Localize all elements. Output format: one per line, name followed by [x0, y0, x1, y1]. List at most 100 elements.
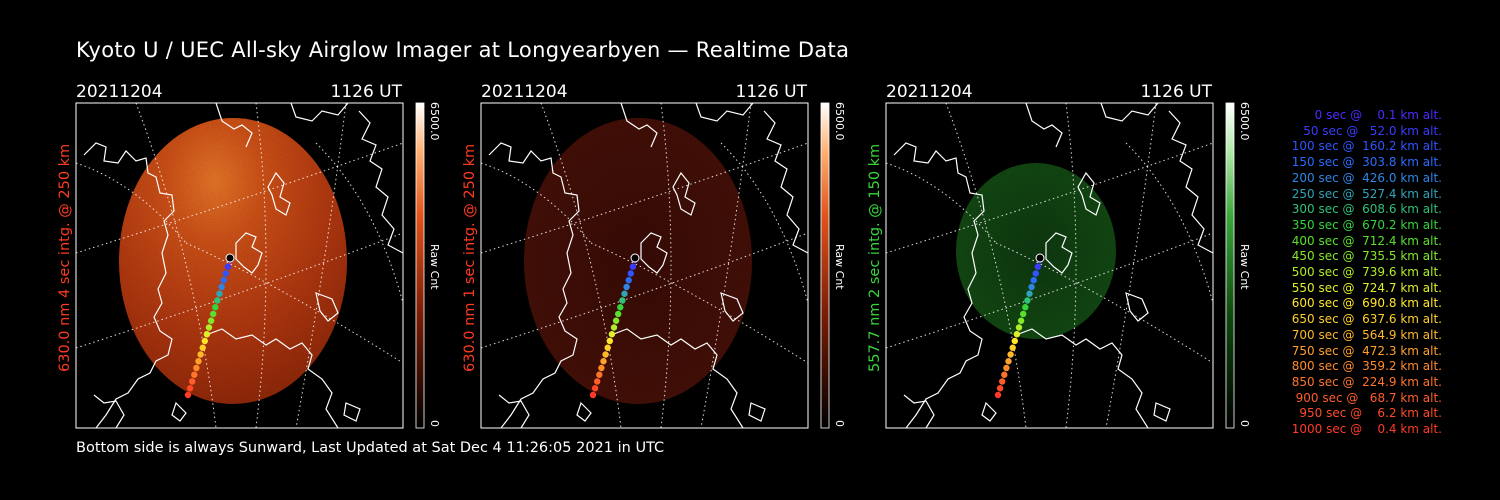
legend-entry: 1000 sec @ 0.4 km alt. — [1291, 422, 1442, 437]
trajectory-point — [598, 364, 605, 372]
coastline — [83, 142, 175, 428]
trajectory-point — [195, 358, 202, 365]
coastline — [1125, 292, 1149, 322]
grid-line — [76, 162, 187, 244]
legend-entry: 750 sec @ 472.3 km alt. — [1287, 343, 1442, 358]
coastline — [498, 394, 530, 428]
trajectory-point — [610, 324, 618, 331]
coastline — [1077, 171, 1101, 216]
grid-line — [886, 232, 1213, 349]
trajectory-point — [621, 290, 628, 297]
coastline — [981, 401, 997, 422]
coastline — [763, 110, 808, 254]
page-title: Kyoto U / UEC All-sky Airglow Imager at … — [76, 38, 850, 62]
grid-line — [700, 103, 752, 428]
legend-entry: 500 sec @ 739.6 km alt. — [1287, 265, 1442, 280]
trajectory-point — [1009, 344, 1016, 351]
trajectory-point — [189, 378, 196, 385]
legend-entry: 950 sec @ 6.2 km alt. — [1295, 406, 1442, 421]
trajectory-point — [186, 385, 194, 392]
trajectory-point — [625, 277, 632, 284]
coastline — [93, 394, 125, 428]
coastline — [488, 142, 580, 428]
trajectory-point — [600, 358, 607, 365]
trajectory-start — [1035, 253, 1045, 263]
grid-line — [1105, 103, 1157, 428]
legend-entry: 150 sec @ 303.8 km alt. — [1287, 155, 1442, 170]
trajectory-point — [604, 344, 611, 351]
coastline — [1045, 232, 1073, 274]
trajectory-point — [606, 337, 613, 345]
trajectory-point — [1003, 364, 1010, 372]
trajectory-point — [1034, 263, 1042, 270]
coastline — [1153, 402, 1171, 422]
legend-entry: 200 sec @ 426.0 km alt. — [1287, 170, 1442, 185]
coastline — [235, 232, 263, 274]
trajectory-start — [225, 253, 235, 263]
footer-note: Bottom side is always Sunward, Last Upda… — [76, 440, 665, 456]
legend-entry: 350 sec @ 670.2 km alt. — [1287, 217, 1442, 232]
panel-image-content — [886, 103, 1213, 428]
panel-1 — [75, 102, 425, 429]
trajectory-point — [617, 304, 624, 311]
trajectory-point — [1001, 371, 1008, 378]
coastline — [1025, 103, 1063, 148]
coastline — [893, 142, 985, 428]
coastline — [748, 402, 766, 422]
trajectory-point — [201, 337, 208, 345]
coastline — [267, 171, 291, 216]
panel-frame — [480, 102, 809, 429]
trajectory-point — [999, 378, 1006, 385]
trajectory-point — [220, 277, 227, 284]
trajectory-point — [1005, 358, 1012, 365]
grid-line — [295, 103, 347, 428]
trajectory-point — [1011, 337, 1018, 345]
coastline — [1168, 110, 1213, 254]
grid-line — [76, 232, 403, 349]
trajectory-point — [207, 317, 215, 324]
coastline — [1015, 328, 1149, 428]
grid-line — [886, 162, 997, 244]
trajectory-point — [1024, 297, 1031, 304]
trajectory-point — [1017, 317, 1025, 324]
legend-entry: 700 sec @ 564.9 km alt. — [1287, 327, 1442, 342]
trajectory-point — [1026, 290, 1033, 297]
coastline — [205, 328, 339, 428]
panel-image — [481, 103, 808, 428]
panel2-time: 1126 UT — [735, 82, 808, 102]
panel-image — [76, 103, 403, 428]
legend-entry: 550 sec @ 724.7 km alt. — [1287, 280, 1442, 295]
panel2-date: 20211204 — [481, 82, 568, 102]
trajectory-point — [623, 283, 630, 291]
trajectory-point — [996, 385, 1004, 392]
coastline — [358, 110, 403, 254]
legend-entry: 600 sec @ 690.8 km alt. — [1287, 296, 1442, 311]
legend-entry: 900 sec @ 68.7 km alt. — [1291, 390, 1442, 405]
trajectory-point — [589, 391, 597, 399]
trajectory-point — [596, 371, 603, 378]
coastline — [903, 394, 935, 428]
trajectory-point — [197, 351, 204, 358]
trajectory-point — [591, 385, 599, 392]
legend-entry: 450 sec @ 735.5 km alt. — [1287, 249, 1442, 264]
legend-entry: 850 sec @ 224.9 km alt. — [1287, 374, 1442, 389]
trajectory-point — [216, 290, 223, 297]
airglow-noise — [956, 163, 1116, 339]
coastline — [1100, 103, 1159, 122]
coastline — [343, 402, 361, 422]
trajectory-point — [205, 324, 213, 331]
trajectory-point — [608, 331, 616, 338]
legend-entry: 100 sec @ 160.2 km alt. — [1287, 139, 1442, 154]
legend-entry: 50 sec @ 52.0 km alt. — [1295, 123, 1442, 138]
colorbar — [415, 102, 425, 429]
grid-line — [481, 232, 808, 349]
coastline — [640, 232, 668, 274]
legend-entry: 250 sec @ 527.4 km alt. — [1287, 186, 1442, 201]
trajectory-start — [630, 253, 640, 263]
trajectory-point — [218, 283, 225, 291]
trajectory-point — [619, 297, 626, 304]
coastline — [695, 103, 754, 122]
grid-line — [481, 162, 592, 244]
trajectory-point — [1028, 283, 1035, 291]
